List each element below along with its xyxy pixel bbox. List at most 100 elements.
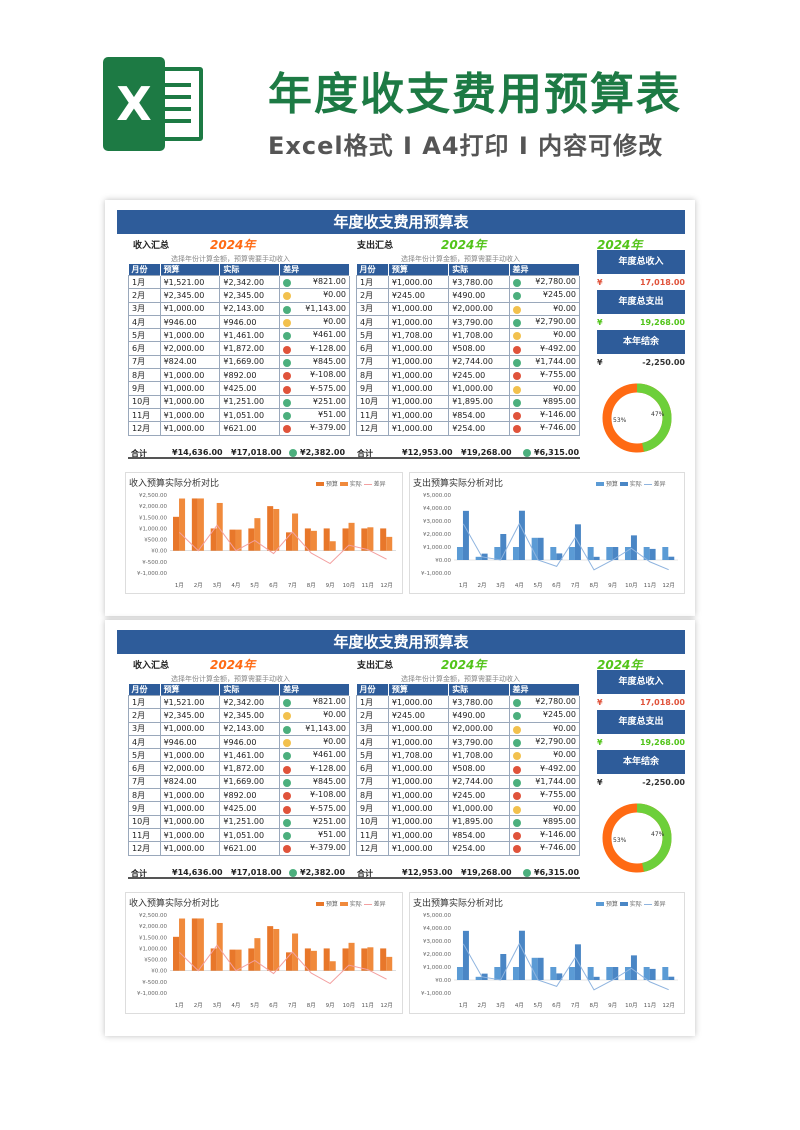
actual-cell: ¥245.00 [448, 368, 510, 383]
budget-cell: ¥2,000.00 [159, 341, 221, 356]
status-dot-icon [512, 778, 521, 787]
actual-cell: ¥854.00 [448, 407, 510, 423]
column-header: 差异 [279, 264, 350, 276]
table-row: 8月 ¥1,000.00 ¥245.00 ¥-755.00 [356, 788, 581, 803]
y-tick-label: ¥-500.00 [142, 980, 167, 986]
budget-cell: ¥1,000.00 [387, 407, 450, 423]
actual-bar [348, 522, 355, 551]
actual-bar [367, 527, 374, 551]
status-dot-icon [289, 449, 297, 457]
x-tick-label: 7月 [288, 1002, 297, 1009]
income-chart: 收入预算实际分析对比 预算 实际 差异 ¥2,500.00 ¥2,000.00 ¥1… [125, 892, 403, 1014]
budget-cell: ¥1,000.00 [387, 421, 450, 436]
budget-cell: ¥1,000.00 [159, 801, 221, 816]
budget-bar [210, 528, 217, 551]
actual-cell: ¥1,708.00 [448, 328, 510, 343]
status-dot-icon [283, 279, 292, 288]
status-dot-icon [283, 398, 292, 407]
actual-cell: ¥1,872.00 [219, 341, 281, 356]
balance-value: ¥ -2,250.00 [597, 358, 685, 367]
diff-cell: ¥0.00 [279, 734, 350, 750]
status-dot-icon [283, 845, 292, 854]
actual-cell: ¥254.00 [448, 841, 510, 856]
income-chart-plot: ¥2,500.00 ¥2,000.00 ¥1,500.00 ¥1,000.00 ¥500… [137, 493, 396, 589]
month-cell: 7月 [128, 354, 161, 370]
budget-cell: ¥1,000.00 [159, 421, 221, 436]
ratio-donut: 53% 47% [602, 383, 672, 453]
status-dot-icon [512, 345, 521, 354]
actual-cell: ¥2,744.00 [448, 354, 510, 370]
status-dot-icon [512, 818, 521, 827]
y-tick-label: ¥1,500.00 [139, 935, 167, 941]
budget-cell: ¥245.00 [387, 288, 450, 303]
budget-bar [380, 528, 387, 551]
income-chart: 收入预算实际分析对比 预算 实际 差异 ¥2,500.00 ¥2,000.00 ¥1… [125, 472, 403, 594]
actual-cell: ¥1,000.00 [448, 381, 510, 396]
budget-bar [267, 926, 274, 971]
column-header: 预算 [388, 684, 450, 696]
budget-bar [512, 547, 519, 560]
actual-bar [329, 961, 336, 971]
column-header: 月份 [356, 684, 389, 696]
income-chart-legend: 预算 实际 差异 [316, 479, 386, 488]
status-dot-icon [512, 372, 521, 381]
budget-bar [173, 516, 180, 551]
table-row: 12月 ¥1,000.00 ¥254.00 ¥-746.00 [356, 841, 581, 856]
x-tick-label: 10月 [625, 582, 638, 589]
expense-chart-legend: 预算 实际 差异 [596, 899, 666, 908]
page-header: X 年度收支费用预算表 Excel格式 I A4打印 I 内容可修改 [0, 0, 800, 190]
budget-bar [191, 918, 198, 971]
actual-cell: ¥3,790.00 [448, 734, 510, 750]
budget-cell: ¥824.00 [159, 774, 221, 790]
page-subtitle: Excel格式 I A4打印 I 内容可修改 [268, 132, 664, 160]
budget-bar [568, 967, 575, 980]
y-tick-label: ¥-1,000.00 [421, 991, 451, 997]
table-row: 5月 ¥1,000.00 ¥1,461.00 ¥461.00 [128, 748, 350, 763]
expense-total-diff: ¥6,315.00 [534, 868, 580, 877]
status-dot-icon [283, 358, 292, 367]
month-cell: 1月 [356, 274, 389, 290]
status-dot-icon [283, 345, 292, 354]
total-expense-value: ¥19,268.00 [597, 738, 685, 747]
month-cell: 10月 [356, 814, 389, 829]
budget-cell: ¥1,000.00 [387, 381, 450, 396]
actual-bar [668, 976, 675, 980]
status-dot-icon [283, 712, 292, 721]
x-tick-label: 3月 [496, 1002, 505, 1009]
diff-cell: ¥-755.00 [508, 368, 581, 383]
diff-cell: ¥461.00 [279, 328, 350, 343]
expense-note: 选择年份计算金额，预算需要手动收入 [401, 255, 520, 263]
ratio-donut: 53% 47% [602, 803, 672, 873]
budget-bar [323, 528, 330, 551]
diff-cell: ¥895.00 [508, 814, 581, 829]
budget-bar [494, 967, 501, 980]
actual-cell: ¥1,461.00 [219, 748, 281, 763]
diff-cell: ¥-128.00 [279, 761, 350, 776]
month-cell: 3月 [356, 301, 389, 316]
actual-bar [537, 957, 544, 980]
budget-sheet: 年度收支费用预算表 收入汇总 2024年 支出汇总 2024年 2024年 选择… [105, 620, 695, 1036]
sheet-title: 年度收支费用预算表 [117, 210, 685, 234]
table-row: 5月 ¥1,708.00 ¥1,708.00 ¥0.00 [356, 328, 581, 343]
actual-bar [197, 918, 204, 971]
table-row: 9月 ¥1,000.00 ¥425.00 ¥-575.00 [128, 801, 350, 816]
status-dot-icon [512, 279, 521, 288]
diff-cell: ¥-492.00 [508, 761, 581, 776]
y-tick-label: ¥-1,000.00 [137, 571, 167, 577]
table-row: 7月 ¥824.00 ¥1,669.00 ¥845.00 [128, 774, 350, 790]
status-dot-icon [283, 292, 292, 301]
diff-cell: ¥1,744.00 [508, 774, 581, 790]
x-tick-label: 10月 [343, 582, 356, 589]
status-dot-icon [283, 752, 292, 761]
status-dot-icon [283, 305, 292, 314]
budget-cell: ¥245.00 [387, 708, 450, 723]
budget-bar [512, 967, 519, 980]
budget-bar [587, 547, 594, 560]
y-tick-label: ¥2,500.00 [139, 913, 167, 919]
budget-bar [342, 528, 349, 551]
x-tick-label: 3月 [496, 582, 505, 589]
table-row: 6月 ¥2,000.00 ¥1,872.00 ¥-128.00 [128, 341, 350, 356]
actual-bar [273, 928, 280, 971]
actual-bar [235, 529, 242, 551]
y-tick-label: ¥3,000.00 [423, 939, 451, 945]
